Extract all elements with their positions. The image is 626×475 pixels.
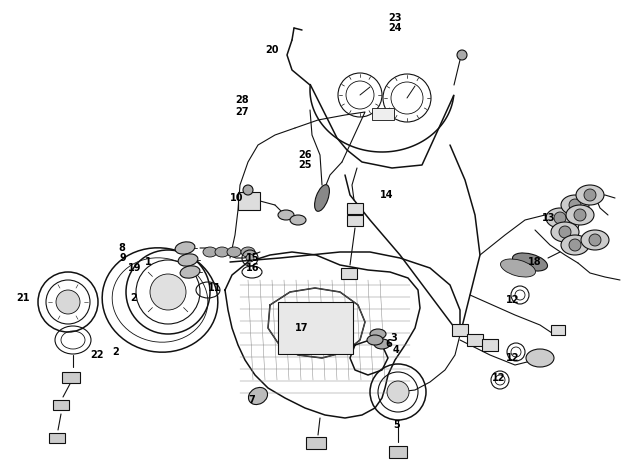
Ellipse shape [551,222,579,242]
FancyBboxPatch shape [347,202,363,213]
Text: 22: 22 [90,350,103,360]
Circle shape [56,290,80,314]
Ellipse shape [249,388,267,405]
Text: 21: 21 [16,293,29,303]
Ellipse shape [241,247,255,257]
FancyBboxPatch shape [347,215,363,226]
Circle shape [569,199,581,211]
Text: 9: 9 [120,253,126,263]
Text: 28: 28 [235,95,249,105]
Ellipse shape [367,335,383,345]
Circle shape [457,50,467,60]
Text: 12: 12 [506,295,520,305]
Text: 12: 12 [506,353,520,363]
Bar [278,302,353,354]
Text: 26: 26 [298,150,312,160]
Circle shape [387,381,409,403]
Text: 27: 27 [235,107,249,117]
Text: 1: 1 [145,257,151,267]
Circle shape [589,234,601,246]
Text: 2: 2 [130,293,136,303]
Circle shape [584,189,596,201]
Ellipse shape [581,230,609,250]
Ellipse shape [290,215,306,225]
Text: 8: 8 [118,243,125,253]
FancyBboxPatch shape [482,339,498,351]
Ellipse shape [175,242,195,254]
Text: 18: 18 [528,257,541,267]
Ellipse shape [370,329,386,339]
Ellipse shape [215,247,229,257]
FancyBboxPatch shape [452,324,468,336]
Circle shape [559,226,571,238]
Ellipse shape [315,185,329,211]
Ellipse shape [566,205,594,225]
Ellipse shape [576,185,604,205]
Ellipse shape [501,259,535,277]
FancyBboxPatch shape [467,334,483,346]
Text: 10: 10 [230,193,244,203]
Text: 23: 23 [388,13,401,23]
Ellipse shape [278,210,294,220]
Text: 4: 4 [393,345,400,355]
Text: 17: 17 [295,323,309,333]
Circle shape [150,274,186,310]
Ellipse shape [513,253,548,271]
Bar [238,192,260,210]
Circle shape [554,212,566,224]
Text: 20: 20 [265,45,279,55]
Text: 13: 13 [542,213,555,223]
Text: 24: 24 [388,23,401,33]
Text: 5: 5 [393,420,400,430]
Ellipse shape [546,208,574,228]
Text: 11: 11 [208,283,222,293]
Text: 12: 12 [492,373,506,383]
Ellipse shape [561,195,589,215]
Circle shape [574,209,586,221]
Text: 7: 7 [248,395,255,405]
FancyBboxPatch shape [62,371,80,382]
Circle shape [569,239,581,251]
Ellipse shape [561,235,589,255]
Text: 25: 25 [298,160,312,170]
Text: 19: 19 [128,263,141,273]
FancyBboxPatch shape [341,267,357,278]
Text: 3: 3 [390,333,397,343]
FancyBboxPatch shape [306,437,326,449]
Text: 16: 16 [246,263,260,273]
Ellipse shape [526,349,554,367]
FancyBboxPatch shape [389,446,407,458]
Bar [372,108,394,120]
FancyBboxPatch shape [49,433,65,443]
Ellipse shape [203,247,217,257]
Circle shape [246,254,254,262]
Ellipse shape [178,254,198,266]
Text: 2: 2 [112,347,119,357]
Text: 15: 15 [246,253,260,263]
FancyBboxPatch shape [53,400,69,410]
Ellipse shape [227,247,241,257]
Ellipse shape [180,266,200,278]
Text: 6: 6 [385,339,392,349]
FancyBboxPatch shape [551,325,565,335]
Circle shape [243,185,253,195]
Text: 14: 14 [380,190,394,200]
Ellipse shape [374,339,390,349]
